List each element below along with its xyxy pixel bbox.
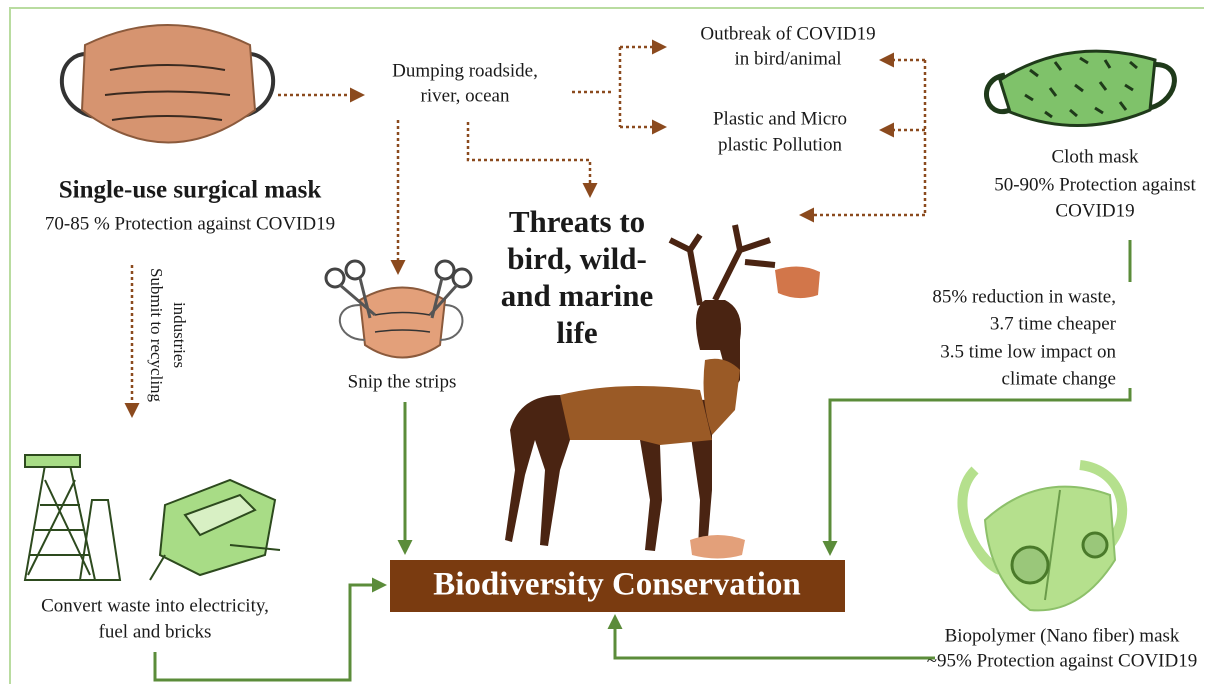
dumping-line: river, ocean: [421, 85, 510, 106]
diagram: Single-use surgical mask 70-85 % Protect…: [0, 0, 1206, 686]
biopolymer-line: ~95% Protection against COVID19: [927, 650, 1197, 671]
pollution-line: plastic Pollution: [718, 134, 843, 155]
benefit-line: 3.5 time low impact on: [940, 341, 1116, 362]
recycling-icon: [25, 455, 280, 580]
benefit-line: 85% reduction in waste,: [932, 286, 1116, 307]
benefit-line: 3.7 time cheaper: [990, 313, 1117, 334]
dumping-line: Dumping roadside,: [392, 60, 538, 81]
convert-line: fuel and bricks: [99, 621, 212, 642]
surgical-mask-icon: [62, 25, 273, 143]
cloth-mask-icon: [986, 51, 1174, 125]
surgical-protection: 70-85 % Protection against COVID19: [45, 213, 335, 234]
biopolymer-line: Biopolymer (Nano fiber) mask: [945, 625, 1180, 646]
outbreak-line: in bird/animal: [734, 48, 841, 69]
benefit-line: climate change: [1002, 368, 1116, 389]
biopolymer-mask-icon: [962, 465, 1122, 610]
surgical-title: Single-use surgical mask: [59, 177, 322, 204]
threats-line: Threats to: [509, 204, 645, 239]
recycling-line: industries: [170, 302, 189, 368]
threats-line: and marine: [501, 278, 653, 313]
cloth-line: 50-90% Protection against: [994, 174, 1196, 195]
pollution-line: Plastic and Micro: [713, 108, 847, 129]
threats-line: bird, wild-: [507, 241, 647, 276]
convert-line: Convert waste into electricity,: [41, 595, 269, 616]
snip-icon: [326, 261, 471, 358]
recycling-line: Submit to recycling: [147, 268, 166, 403]
cloth-line: COVID19: [1055, 200, 1134, 221]
cloth-line: Cloth mask: [1051, 146, 1139, 167]
outbreak-line: Outbreak of COVID19: [700, 23, 875, 44]
center-label: Biodiversity Conservation: [433, 567, 801, 603]
threats-line: life: [556, 315, 597, 350]
snip-label: Snip the strips: [348, 371, 457, 392]
